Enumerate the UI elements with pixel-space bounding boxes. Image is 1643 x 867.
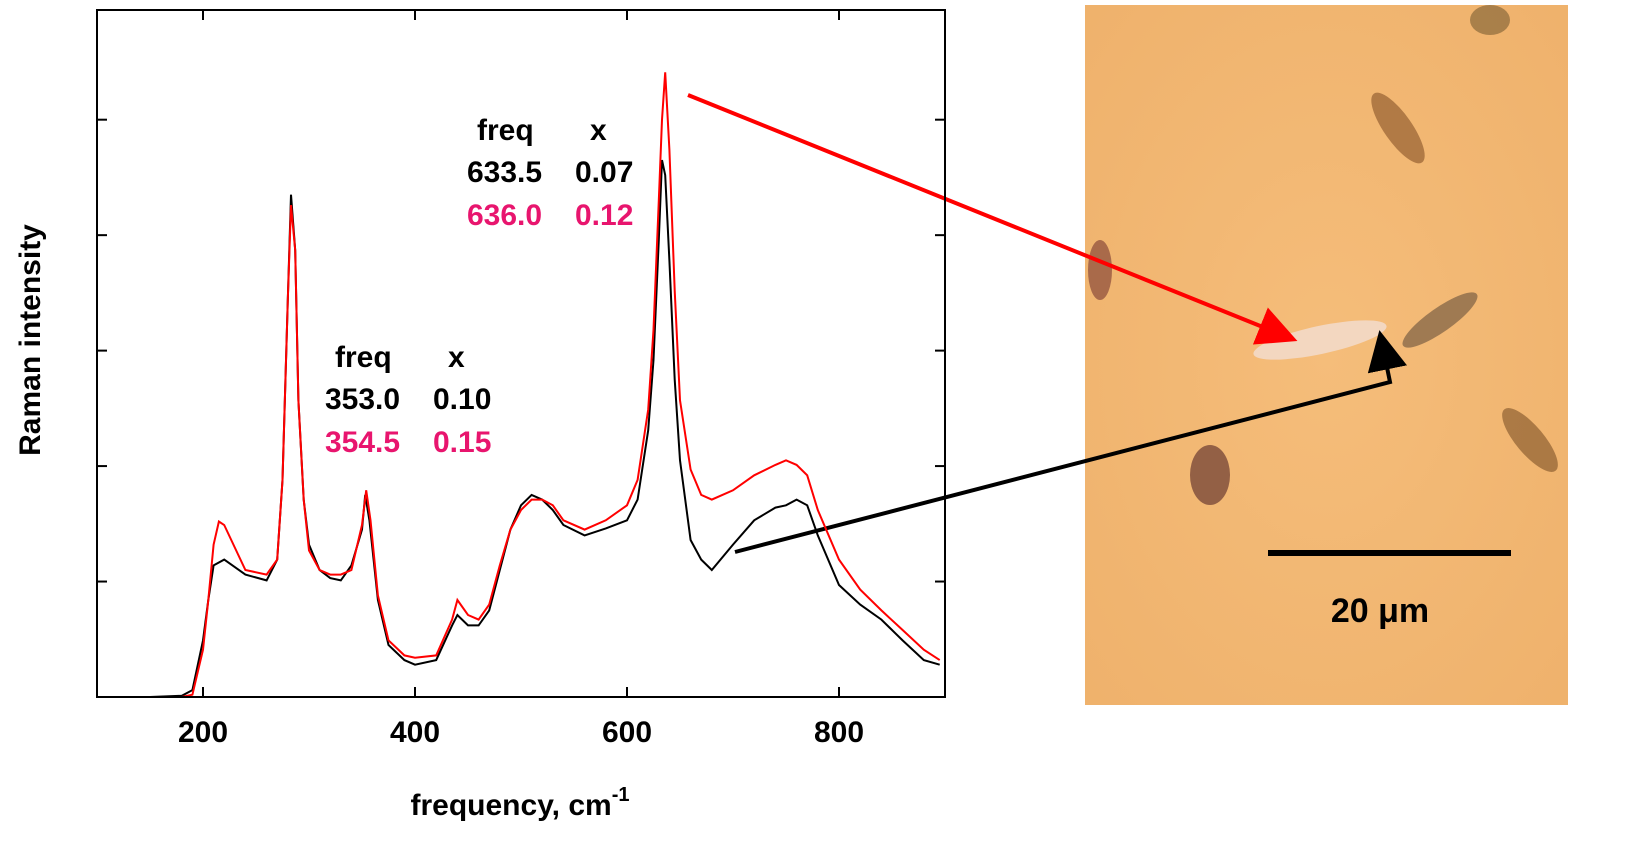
x-tick-label: 800 xyxy=(814,716,864,749)
plot-frame xyxy=(96,9,946,698)
annotation-header: freq xyxy=(335,341,392,374)
annotation-cell: 354.5 xyxy=(325,426,400,459)
x-axis-label-exponent: -1 xyxy=(612,784,630,806)
micrograph: 20 μm xyxy=(1085,5,1568,705)
annotation-cell: 353.0 xyxy=(325,383,400,416)
annotation-cell: 0.12 xyxy=(575,199,633,232)
annotation-cell: 636.0 xyxy=(467,199,542,232)
x-tick-label: 600 xyxy=(602,716,652,749)
annotation-header: x xyxy=(590,114,607,147)
y-axis-label: Raman intensity xyxy=(14,224,47,456)
x-tick-label: 400 xyxy=(390,716,440,749)
annotation-cell: 0.15 xyxy=(433,426,491,459)
plot: 200 400 600 800 frequency, cm-1 Raman intensi… xyxy=(14,9,946,822)
arrow xyxy=(734,330,1408,554)
arrow xyxy=(687,93,1298,345)
x-tick-label: 200 xyxy=(178,716,228,749)
scale-bar-label: 20 μm xyxy=(1331,592,1429,630)
x-axis-label: frequency, cm-1 xyxy=(411,784,630,822)
annotation-cell: 0.07 xyxy=(575,156,633,189)
spectrum-line xyxy=(118,159,940,698)
annotation-header: x xyxy=(448,341,465,374)
annotation-header: freq xyxy=(477,114,534,147)
annotation-cell: 633.5 xyxy=(467,156,542,189)
x-axis-label-text: frequency, cm xyxy=(411,789,612,822)
spectrum-line xyxy=(118,72,941,698)
annotation-cell: 0.10 xyxy=(433,383,491,416)
